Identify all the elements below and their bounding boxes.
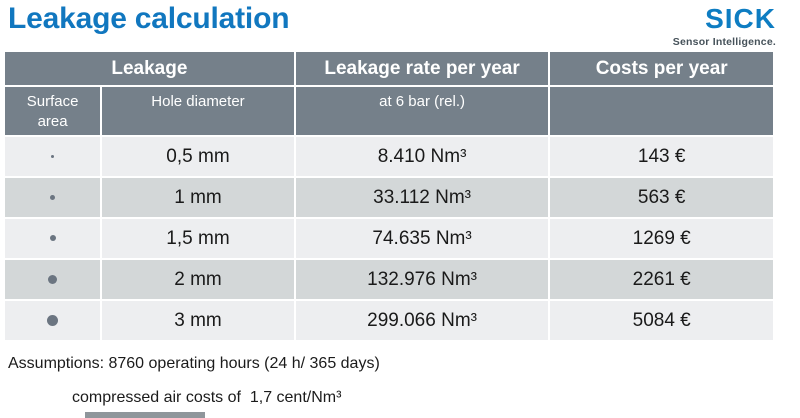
surface-area-dot-icon: [49, 235, 56, 242]
page-title: Leakage calculation: [8, 2, 290, 35]
sick-logo: SICK Sensor Intelligence.: [672, 3, 776, 49]
leakage-rate-cell: 8.410 Nm³: [295, 137, 549, 176]
hole-diameter-cell: 0,5 mm: [102, 137, 294, 176]
hole-diameter-cell: 2 mm: [102, 260, 294, 299]
leakage-rate-cell: 74.635 Nm³: [295, 219, 549, 258]
surface-area-dot-icon: [48, 274, 58, 284]
assumptions-line-2: compressed air costs of 1,7 cent/Nm³: [72, 389, 342, 406]
cost-cell: 143 €: [550, 137, 773, 176]
table-row: 1 mm 33.112 Nm³ 563 €: [5, 178, 773, 217]
surface-area-dot-icon: [47, 314, 59, 326]
surface-area-cell: [5, 137, 101, 176]
subheader-pressure: at 6 bar (rel.): [295, 87, 549, 135]
hole-diameter-cell: 3 mm: [102, 301, 294, 340]
column-header-leakage-rate: Leakage rate per year: [295, 52, 549, 85]
surface-area-cell: [5, 178, 101, 217]
table-subheader-row: Surface area Hole diameter at 6 bar (rel…: [5, 87, 773, 135]
leakage-rate-cell: 33.112 Nm³: [295, 178, 549, 217]
leakage-rate-cell: 299.066 Nm³: [295, 301, 549, 340]
leakage-table: Leakage Leakage rate per year Costs per …: [3, 50, 775, 342]
surface-area-cell: [5, 219, 101, 258]
cost-cell: 563 €: [550, 178, 773, 217]
hole-diameter-cell: 1,5 mm: [102, 219, 294, 258]
cost-cell: 1269 €: [550, 219, 773, 258]
table-row: 2 mm 132.976 Nm³ 2261 €: [5, 260, 773, 299]
surface-area-dot-icon: [50, 194, 56, 200]
sick-tagline: Sensor Intelligence.: [672, 36, 776, 48]
table-row: 0,5 mm 8.410 Nm³ 143 €: [5, 137, 773, 176]
subheader-surface-area: Surface area: [5, 87, 101, 135]
subheader-costs-empty: [550, 87, 773, 135]
table-row: 1,5 mm 74.635 Nm³ 1269 €: [5, 219, 773, 258]
subheader-hole-diameter: Hole diameter: [102, 87, 294, 135]
cost-cell: 5084 €: [550, 301, 773, 340]
hole-diameter-cell: 1 mm: [102, 178, 294, 217]
sick-brand-wordmark: SICK: [705, 3, 776, 34]
table-header-group-row: Leakage Leakage rate per year Costs per …: [5, 52, 773, 85]
table-row: 3 mm 299.066 Nm³ 5084 €: [5, 301, 773, 340]
leakage-rate-cell: 132.976 Nm³: [295, 260, 549, 299]
column-header-costs: Costs per year: [550, 52, 773, 85]
cost-cell: 2261 €: [550, 260, 773, 299]
surface-area-cell: [5, 260, 101, 299]
column-header-leakage: Leakage: [5, 52, 294, 85]
assumptions-line-1: Assumptions: 8760 operating hours (24 h/…: [8, 355, 380, 372]
surface-area-cell: [5, 301, 101, 340]
surface-area-dot-icon: [51, 154, 55, 158]
cropped-bottom-bar: [85, 412, 205, 418]
